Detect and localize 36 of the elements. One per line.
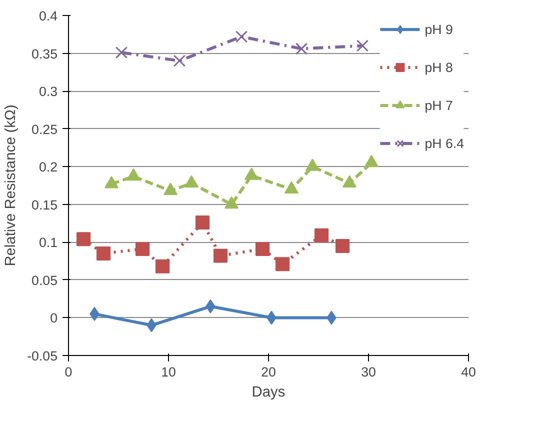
point: [356, 40, 369, 52]
y-tick-label: 0.4: [38, 8, 58, 24]
x-axis-title: Days: [252, 384, 286, 400]
x-tick-label: 10: [161, 364, 176, 380]
point: [295, 42, 308, 55]
x-tick-label: 0: [64, 364, 72, 380]
point: [76, 232, 90, 246]
y-tick-label: 0.1: [38, 235, 58, 250]
y-axis-title: Relative Resistance (kΩ): [3, 104, 20, 266]
point: [314, 228, 328, 242]
legend-label: pH 6.4: [424, 136, 464, 150]
point: [115, 46, 128, 59]
point: [256, 242, 270, 256]
point: [214, 248, 228, 263]
y-tick-label: 0.3: [38, 84, 58, 100]
y-tick-label: 0.25: [32, 122, 58, 137]
y-tick-label: 0.05: [32, 272, 58, 288]
point: [136, 242, 150, 256]
y-tick-label: 0.35: [32, 46, 58, 62]
point: [235, 30, 248, 43]
point: [96, 246, 110, 260]
point: [173, 54, 186, 67]
legend-label: pH 8: [424, 60, 453, 74]
y-tick-label: -0.05: [27, 348, 58, 364]
legend-label: pH 9: [424, 22, 453, 36]
point: [196, 216, 210, 230]
y-tick-label: 0.15: [32, 197, 58, 212]
y-tick-label: 0.2: [38, 160, 58, 175]
x-tick-label: 30: [361, 364, 376, 380]
legend-label: pH 7: [424, 98, 453, 112]
point: [336, 238, 350, 253]
x-tick-label: 20: [261, 364, 276, 380]
point: [276, 257, 290, 272]
y-tick-label: 0: [50, 310, 58, 326]
point: [156, 259, 170, 274]
x-tick-label: 40: [461, 364, 476, 380]
